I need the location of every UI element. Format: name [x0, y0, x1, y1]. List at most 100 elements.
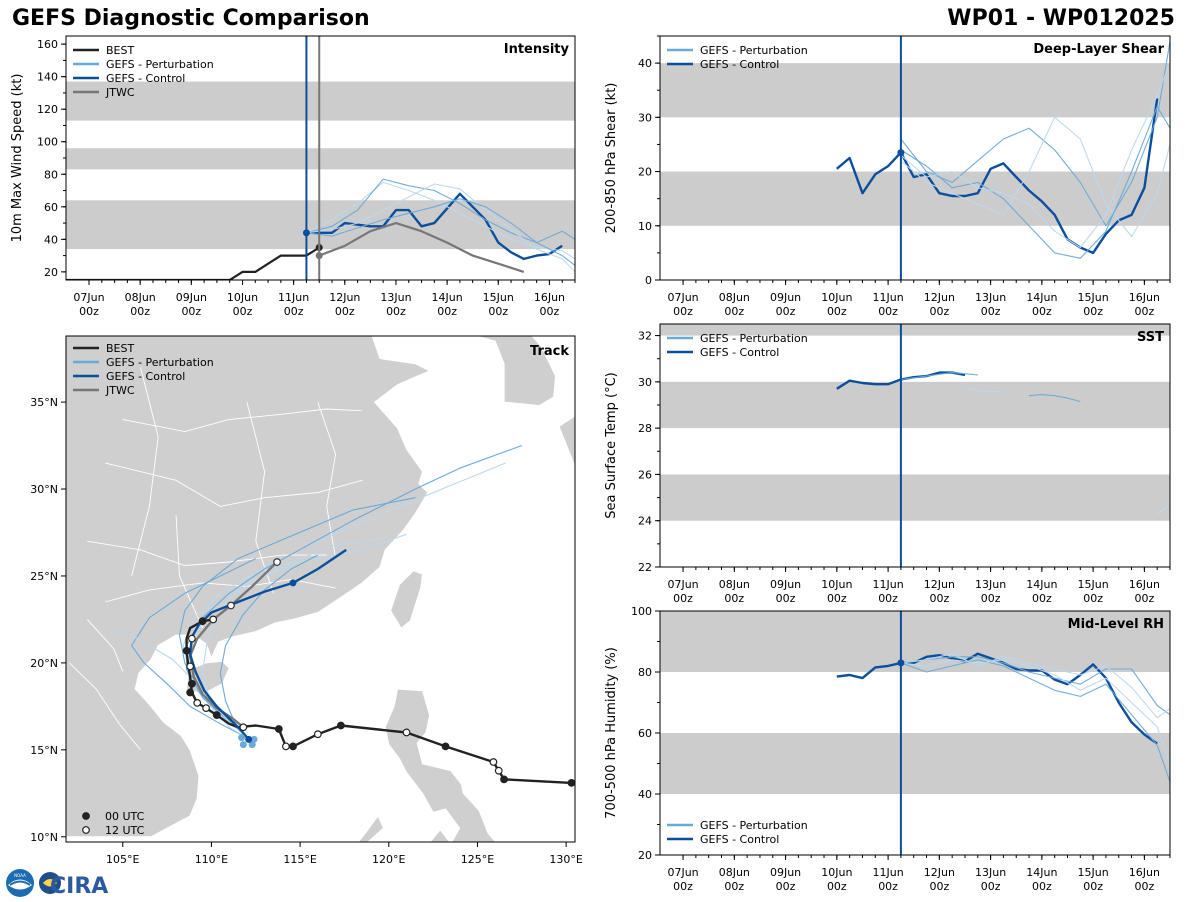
best-point-9 [282, 742, 290, 751]
xtick-label-intensity-4: 11Jun [278, 291, 309, 304]
ytick-label-sst-4: 30 [638, 376, 652, 389]
control-point-0 [245, 735, 253, 743]
cira-logo: NOAA CIRA [5, 868, 115, 899]
xtick-sublabel-sst-1: 00z [724, 592, 744, 605]
perturbation-track-6 [113, 627, 248, 739]
xtick-sublabel-sst-0: 00z [673, 592, 693, 605]
land-5 [474, 336, 557, 407]
best-point-21 [239, 723, 248, 732]
xtick-label-shear-9: 16Jun [1129, 291, 1160, 304]
ytick-label-intensity-1: 40 [44, 233, 58, 246]
xtick-sublabel-intensity-6: 00z [386, 305, 406, 318]
perturbation-start-0 [239, 741, 247, 749]
series-shear-gefs-perturbation-2 [900, 116, 1170, 238]
series-intensity-gefs-perturbation-2 [306, 181, 575, 260]
axes-frame-track [65, 335, 576, 843]
xtick-label-sst-5: 12Jun [924, 578, 955, 591]
land-2 [390, 570, 424, 629]
map-marker-legend-1 [82, 826, 90, 834]
xtick-sublabel-sst-7: 00z [1032, 592, 1052, 605]
ytick-label-rh-1: 40 [638, 788, 652, 801]
xtick-sublabel-shear-5: 00z [929, 305, 949, 318]
band-shear-0 [660, 171, 1170, 226]
xtick-label-intensity-0: 07Jun [73, 291, 104, 304]
series-intensity-jtwc-6 [318, 222, 525, 273]
xtick-sublabel-intensity-2: 00z [181, 305, 201, 318]
control-point-1 [289, 579, 297, 587]
chart-track: 105°E 110°E 115°E 120°E 125°E 130°E 10°N 15°N 20… [30, 335, 583, 866]
map-marker-legend-0 [82, 812, 90, 820]
axes-frame-sst [659, 323, 1171, 568]
series-intensity-gefs-perturbation-4 [306, 183, 575, 273]
border-2 [122, 408, 363, 433]
border-4 [175, 515, 204, 629]
border-9 [86, 619, 124, 672]
best-point-14 [186, 688, 195, 697]
map-ytick-label-4: 30°N [30, 483, 58, 496]
ytick-label-shear-3: 30 [638, 111, 652, 124]
svg-text:NOAA: NOAA [14, 873, 26, 878]
xtick-label-shear-8: 15Jun [1078, 291, 1109, 304]
plot-area-shear [660, 36, 1170, 280]
panel-title-shear: Deep-Layer Shear [1033, 42, 1164, 57]
panel-title-intensity: Intensity [504, 42, 570, 57]
map-ytick-label-0: 10°N [30, 831, 58, 844]
ytick-label-shear-0: 0 [645, 274, 652, 287]
xtick-sublabel-sst-8: 00z [1083, 592, 1103, 605]
xtick-sublabel-rh-5: 00z [929, 880, 949, 893]
perturbation-start-2 [238, 734, 246, 742]
ytick-label-intensity-5: 120 [37, 103, 58, 116]
map-legend-label-0: BEST [106, 342, 134, 355]
xtick-label-sst-0: 07Jun [667, 578, 698, 591]
panel-title-rh: Mid-Level RH [1068, 617, 1164, 632]
noaa-emblem-icon: NOAA CIRA [6, 869, 108, 899]
land-3 [384, 688, 497, 842]
xtick-label-rh-5: 12Jun [924, 866, 955, 879]
jtwc-point-0 [273, 558, 281, 566]
ytick-label-sst-2: 26 [638, 468, 652, 481]
xtick-label-sst-6: 13Jun [975, 578, 1006, 591]
best-point-6 [336, 721, 345, 730]
ylabel-rh: 700-500 hPa Humidity (%) [604, 647, 619, 819]
ytick-label-rh-3: 80 [638, 666, 652, 679]
xtick-sublabel-intensity-4: 00z [284, 305, 304, 318]
chart-intensity: 2040608010012014016007Jun00z08Jun00z09Ju… [10, 35, 576, 318]
series-sst-gefs-perturbation-1 [900, 372, 978, 381]
best-point-1 [500, 775, 508, 784]
svg-text:CIRA: CIRA [50, 874, 108, 898]
map-ytick-label-5: 35°N [30, 396, 58, 409]
xtick-sublabel-rh-2: 00z [776, 880, 796, 893]
ytick-label-intensity-4: 100 [37, 136, 58, 149]
xtick-sublabel-rh-9: 00z [1134, 880, 1154, 893]
xtick-label-rh-4: 11Jun [872, 866, 903, 879]
page-title: GEFS Diagnostic Comparison [12, 6, 370, 31]
xtick-sublabel-rh-3: 00z [827, 880, 847, 893]
border-7 [131, 367, 159, 577]
series-intensity-gefs-perturbation-5 [306, 198, 575, 266]
ytick-label-sst-0: 22 [638, 561, 652, 574]
map-xtick-label-0: 105°E [106, 853, 139, 866]
series-intensity-gefs-control-1 [306, 192, 563, 261]
map-legend-label-1: GEFS - Perturbation [106, 356, 214, 369]
xtick-label-intensity-7: 14Jun [432, 291, 463, 304]
xtick-sublabel-shear-9: 00z [1134, 305, 1154, 318]
ytick-label-sst-3: 28 [638, 422, 652, 435]
map-marker-legend-label-1: 12 UTC [105, 824, 145, 837]
xtick-label-sst-1: 08Jun [719, 578, 750, 591]
xtick-label-shear-0: 07Jun [667, 291, 698, 304]
xtick-sublabel-sst-4: 00z [878, 592, 898, 605]
xtick-sublabel-shear-4: 00z [878, 305, 898, 318]
perturbation-start-3 [248, 741, 256, 749]
xtick-label-rh-0: 07Jun [667, 866, 698, 879]
xtick-sublabel-sst-5: 00z [929, 592, 949, 605]
ytick-label-rh-2: 60 [638, 727, 652, 740]
xtick-sublabel-intensity-5: 00z [335, 305, 355, 318]
ytick-label-sst-5: 32 [638, 330, 652, 343]
best-point-2 [494, 766, 503, 775]
xtick-label-shear-5: 12Jun [924, 291, 955, 304]
map-xtick-label-5: 130°E [549, 853, 582, 866]
series-intensity-gefs-perturbation-3 [306, 178, 575, 244]
ylabel-shear: 200-850 hPa Shear (kt) [604, 83, 619, 234]
xtick-sublabel-shear-6: 00z [981, 305, 1001, 318]
legend-label-rh-0: GEFS - Perturbation [700, 819, 808, 832]
